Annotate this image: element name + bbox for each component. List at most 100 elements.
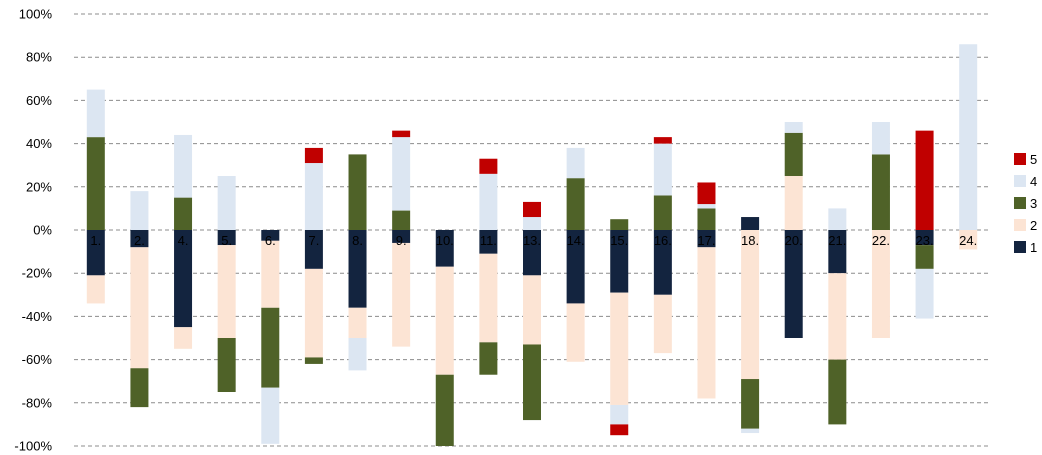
bar-segment-series-1 bbox=[217, 230, 236, 246]
category-label: 13. bbox=[523, 233, 541, 248]
bar-segment-series-3 bbox=[566, 178, 585, 230]
bar-segment-series-3 bbox=[348, 154, 367, 230]
y-axis-ticks: 100% 80% 60% 40% 20% 0% -20% -40% -60% -80% -100% bbox=[14, 7, 52, 454]
bar-segment-series-1 bbox=[392, 230, 411, 243]
bar-segment-series-4 bbox=[130, 191, 149, 230]
bar-segment-series-3 bbox=[653, 195, 672, 230]
category-label: 8. bbox=[352, 233, 363, 248]
bar-segment-series-4 bbox=[697, 204, 716, 209]
legend-swatch bbox=[1014, 153, 1026, 165]
bar-segment-series-2 bbox=[348, 307, 367, 338]
bar-segment-series-3 bbox=[261, 307, 280, 388]
bar-segment-series-1 bbox=[741, 217, 760, 230]
bar-segment-series-1 bbox=[479, 230, 498, 254]
bar-segment-series-2 bbox=[610, 292, 629, 405]
bar-segment-series-4 bbox=[523, 217, 541, 230]
bar-segment-series-3 bbox=[304, 357, 323, 364]
bar-segment-series-4 bbox=[261, 387, 280, 444]
y-tick-label: 20% bbox=[26, 179, 52, 194]
bar-segment-series-1 bbox=[915, 230, 934, 246]
category-label: 16. bbox=[654, 233, 672, 248]
bar-segment-series-3 bbox=[523, 344, 541, 421]
category-label: 5. bbox=[221, 233, 232, 248]
bar-segment-series-2 bbox=[130, 247, 149, 369]
bar-segment-series-4 bbox=[217, 176, 236, 230]
bar-segment-series-2 bbox=[261, 240, 280, 308]
category-label: 21. bbox=[828, 233, 846, 248]
bar-segment-series-5 bbox=[523, 201, 541, 218]
category-label: 14. bbox=[567, 233, 585, 248]
bar-segment-series-3 bbox=[697, 208, 716, 230]
category-label: 7. bbox=[308, 233, 319, 248]
bar-segment-series-3 bbox=[610, 219, 629, 230]
bar-segment-series-4 bbox=[86, 89, 105, 138]
y-tick-label: -20% bbox=[22, 266, 53, 281]
bar-segment-series-4 bbox=[959, 44, 978, 230]
bar-segment-series-2 bbox=[784, 176, 803, 230]
category-label: 17. bbox=[697, 233, 715, 248]
bar-segment-series-4 bbox=[828, 208, 847, 230]
bar-segment-series-1 bbox=[697, 230, 716, 248]
y-tick-label: -40% bbox=[22, 309, 53, 324]
bar-segment-series-1 bbox=[86, 230, 105, 276]
category-label: 9. bbox=[396, 233, 407, 248]
bar-segment-series-2 bbox=[697, 247, 716, 399]
bar-segment-series-3 bbox=[174, 197, 193, 230]
bar-segment-series-5 bbox=[479, 158, 498, 174]
y-tick-label: -100% bbox=[14, 439, 52, 454]
bar-segment-series-5 bbox=[915, 130, 934, 230]
bar-segment-series-3 bbox=[130, 368, 149, 408]
bar-segment-series-2 bbox=[828, 273, 847, 360]
bar-segment-series-5 bbox=[697, 182, 716, 205]
category-label: 2. bbox=[134, 233, 145, 248]
category-label: 1. bbox=[90, 233, 101, 248]
bar-segment-series-2 bbox=[435, 266, 454, 375]
legend-swatch bbox=[1014, 241, 1026, 253]
y-tick-label: 100% bbox=[19, 7, 53, 22]
bar-segment-series-1 bbox=[653, 230, 672, 295]
category-label: 20. bbox=[785, 233, 803, 248]
y-tick-label: 60% bbox=[26, 93, 52, 108]
y-tick-label: -60% bbox=[22, 352, 53, 367]
bar-segment-series-1 bbox=[435, 230, 454, 267]
legend: 5 4 3 2 1 bbox=[1014, 152, 1037, 255]
category-labels: 1. 2. 4. 5. 6. 7. 8. 9. 10. 11. 13. 14. 15. 16. 17. 18.… bbox=[90, 233, 977, 248]
bar-segment-series-3 bbox=[741, 379, 760, 429]
bar-segment-series-5 bbox=[392, 130, 411, 138]
bar-segment-series-2 bbox=[523, 275, 541, 345]
bar-segment-series-4 bbox=[348, 338, 367, 371]
legend-label: 3 bbox=[1030, 196, 1037, 211]
legend-swatch bbox=[1014, 197, 1026, 209]
legend-swatch bbox=[1014, 175, 1026, 187]
y-tick-label: 0% bbox=[33, 223, 52, 238]
bar-segment-series-4 bbox=[174, 134, 193, 198]
category-label: 23. bbox=[916, 233, 934, 248]
bars bbox=[86, 44, 978, 446]
bar-segment-series-4 bbox=[741, 428, 760, 434]
bar-segment-series-2 bbox=[217, 245, 236, 338]
category-label: 11. bbox=[480, 233, 497, 248]
bar-segment-series-3 bbox=[86, 137, 105, 230]
legend-label: 1 bbox=[1030, 240, 1037, 255]
bar-segment-series-4 bbox=[392, 137, 411, 211]
bar-segment-series-2 bbox=[653, 294, 672, 354]
bar-segment-series-4 bbox=[653, 143, 672, 196]
category-label: 6. bbox=[265, 233, 276, 248]
bar-segment-series-4 bbox=[871, 122, 890, 155]
y-tick-label: -80% bbox=[22, 395, 53, 410]
category-label: 22. bbox=[872, 233, 890, 248]
bar-segment-series-3 bbox=[828, 359, 847, 425]
bar-segment-series-1 bbox=[523, 230, 541, 276]
category-label: 15. bbox=[610, 233, 628, 248]
legend-label: 2 bbox=[1030, 218, 1037, 233]
bar-segment-series-5 bbox=[610, 424, 629, 436]
legend-swatch bbox=[1014, 219, 1026, 231]
bar-segment-series-2 bbox=[479, 253, 498, 343]
bar-segment-series-3 bbox=[392, 210, 411, 230]
legend-label: 5 bbox=[1030, 152, 1037, 167]
bar-segment-series-2 bbox=[741, 230, 760, 380]
bar-segment-series-5 bbox=[304, 147, 323, 164]
bar-segment-series-4 bbox=[915, 268, 934, 319]
bar-segment-series-1 bbox=[610, 230, 629, 293]
